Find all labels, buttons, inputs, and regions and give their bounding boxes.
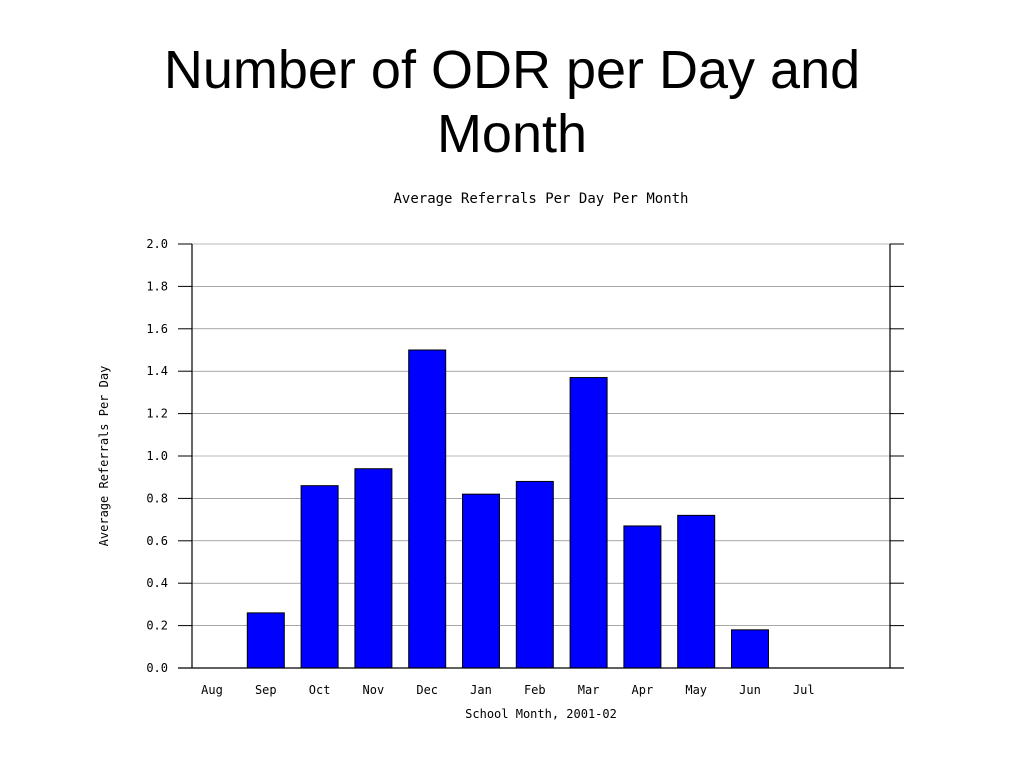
x-tick-labels: Aug Sep Oct Nov Dec Jan Feb Mar Apr May Jun Jul [201,683,814,697]
chart-title: Average Referrals Per Day Per Month [393,191,688,207]
bar-nov [354,468,393,669]
bar-jun [731,629,769,669]
slide-title: Number of ODR per Day and Month [0,38,1024,166]
y-tick-label: 1.0 [146,449,168,463]
bar-sep [246,612,285,669]
y-tick-label: 0.4 [146,576,168,590]
x-tick-label: Mar [578,683,600,697]
y-tick-labels: 0.0 0.2 0.4 0.6 0.8 1.0 1.2 1.4 1.6 1.8 2.0 [146,237,168,675]
axes [178,243,904,669]
bar-may [677,514,716,669]
y-tick-label: 2.0 [146,237,168,251]
x-tick-label: Jan [470,683,492,697]
x-tick-label: Sep [255,683,277,697]
y-tick-label: 1.4 [146,364,168,378]
x-tick-label: May [685,683,707,697]
slide-title-line-1: Number of ODR per Day and [163,40,861,100]
y-tick-label: 0.0 [146,661,168,675]
bar-mar [569,377,608,669]
x-tick-label: Apr [632,683,654,697]
x-axis-label: School Month, 2001-02 [465,707,617,721]
y-tick-label: 0.8 [146,491,168,505]
bar-oct [300,485,339,669]
x-tick-label: Aug [201,683,223,697]
bar-jan [462,493,500,669]
x-tick-label: Nov [363,683,385,697]
y-axis-label: Average Referrals Per Day [97,366,111,547]
y-tick-label: 1.6 [146,322,168,336]
bar-dec [408,349,447,669]
x-tick-label: Feb [524,683,546,697]
bar-feb [515,480,554,669]
x-tick-label: Oct [309,683,331,697]
y-tick-label: 0.2 [146,619,168,633]
x-tick-label: Jun [739,683,761,697]
y-tick-label: 1.2 [146,407,168,421]
slide-title-line-2: Month [436,104,588,164]
bars [246,349,769,669]
y-tick-label: 1.8 [146,279,168,293]
x-tick-label: Jul [793,683,815,697]
y-tick-label: 0.6 [146,534,168,548]
x-tick-label: Dec [416,683,438,697]
bar-apr [623,525,662,669]
